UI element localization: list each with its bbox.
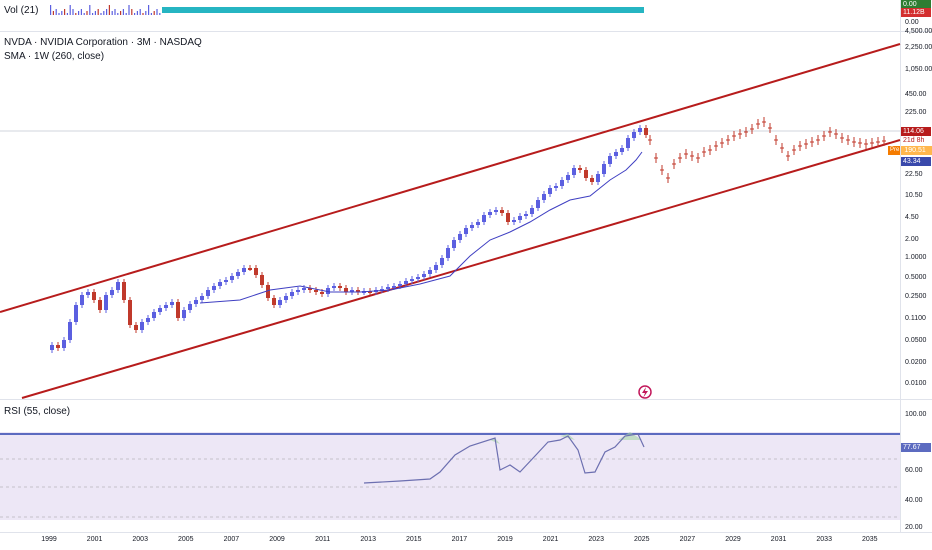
- time-tick: 2035: [862, 536, 878, 543]
- price-tick: 4.50: [905, 214, 919, 221]
- price-tick: 10.50: [905, 192, 923, 199]
- rsi-tick-40: 40.00: [905, 497, 923, 504]
- volume-label: Vol (21): [4, 5, 39, 16]
- price-tick: 1,050.00: [905, 66, 932, 73]
- price-tick: 0.0500: [905, 337, 927, 344]
- rsi-tick-60: 60.00: [905, 467, 923, 474]
- time-tick: 2025: [634, 536, 650, 543]
- volume-pane[interactable]: Vol (21): [0, 0, 900, 30]
- premarket-price: 190.51: [901, 146, 932, 155]
- price-tick: 450.00: [905, 91, 927, 98]
- volume-zero-tick: 0.00: [905, 19, 919, 26]
- price-pane[interactable]: NVDA · NVIDIA Corporation · 3M · NASDAQ …: [0, 32, 900, 398]
- price-tick: 1.0000: [905, 254, 927, 261]
- volume-value-badge: 11.12B: [901, 8, 931, 17]
- time-tick: 1999: [41, 536, 57, 543]
- price-tick: 22.50: [905, 171, 923, 178]
- chart-title: NVDA · NVIDIA Corporation · 3M · NASDAQ: [4, 37, 202, 48]
- price-tick: 2.00: [905, 236, 919, 243]
- rsi-tick-100: 100.00: [905, 411, 927, 418]
- time-tick: 2027: [679, 536, 696, 543]
- last-price-badge: 114.06: [901, 127, 931, 136]
- price-tick: 2,250.00: [905, 44, 932, 51]
- time-tick: 2003: [132, 536, 148, 543]
- time-axis[interactable]: 1999 2001 2003 2005 2007 2009 2011 2013 2015 2017…: [0, 533, 900, 550]
- rsi-tick-20: 20.00: [905, 524, 923, 531]
- time-tick: 2021: [542, 536, 559, 543]
- time-tick: 2001: [86, 536, 103, 543]
- time-tick: 2015: [406, 536, 422, 543]
- rsi-label: RSI (55, close): [4, 406, 71, 417]
- time-tick: 2031: [770, 536, 787, 543]
- price-tick: 4,500.00: [905, 28, 932, 35]
- time-tick: 2033: [816, 536, 832, 543]
- volume-top-badge: 0.00: [901, 0, 931, 9]
- price-scale[interactable]: [900, 0, 932, 533]
- time-tick: 2029: [725, 536, 741, 543]
- time-tick: 2005: [178, 536, 194, 543]
- time-tick: 2019: [497, 536, 513, 543]
- rsi-pane[interactable]: RSI (55, close): [0, 400, 900, 532]
- price-tick: 225.00: [905, 109, 927, 116]
- price-tick: 0.2500: [905, 293, 927, 300]
- time-tick: 2017: [451, 536, 468, 543]
- time-tick: 2023: [588, 536, 604, 543]
- price-tick: 0.0100: [905, 380, 927, 387]
- rsi-value-badge: 77.67: [901, 443, 931, 452]
- price-tick: 0.0200: [905, 359, 927, 366]
- time-tick: 2007: [223, 536, 240, 543]
- sma-legend: SMA · 1W (260, close): [4, 51, 105, 62]
- sma-value-badge: 43.34: [901, 157, 931, 166]
- time-tick: 2013: [360, 536, 376, 543]
- price-tick: 0.5000: [905, 274, 927, 281]
- price-tick: 0.1100: [905, 315, 926, 322]
- time-tick: 2011: [315, 536, 331, 543]
- countdown-badge: 21d 8h: [901, 136, 931, 145]
- time-tick: 2009: [269, 536, 285, 543]
